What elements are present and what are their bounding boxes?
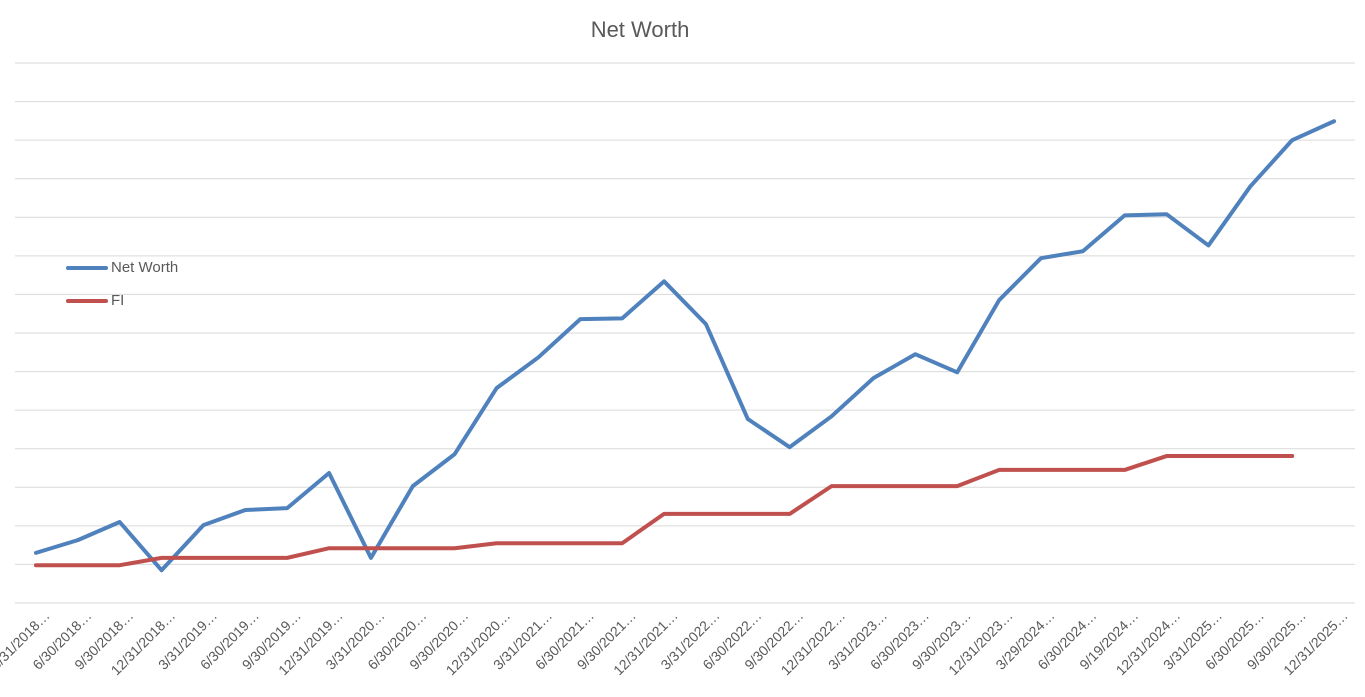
chart-title: Net Worth [591,17,690,42]
legend-label: Net Worth [111,259,178,276]
legend-label: FI [111,292,124,309]
series-line [33,119,1337,573]
series-line [33,454,1295,568]
